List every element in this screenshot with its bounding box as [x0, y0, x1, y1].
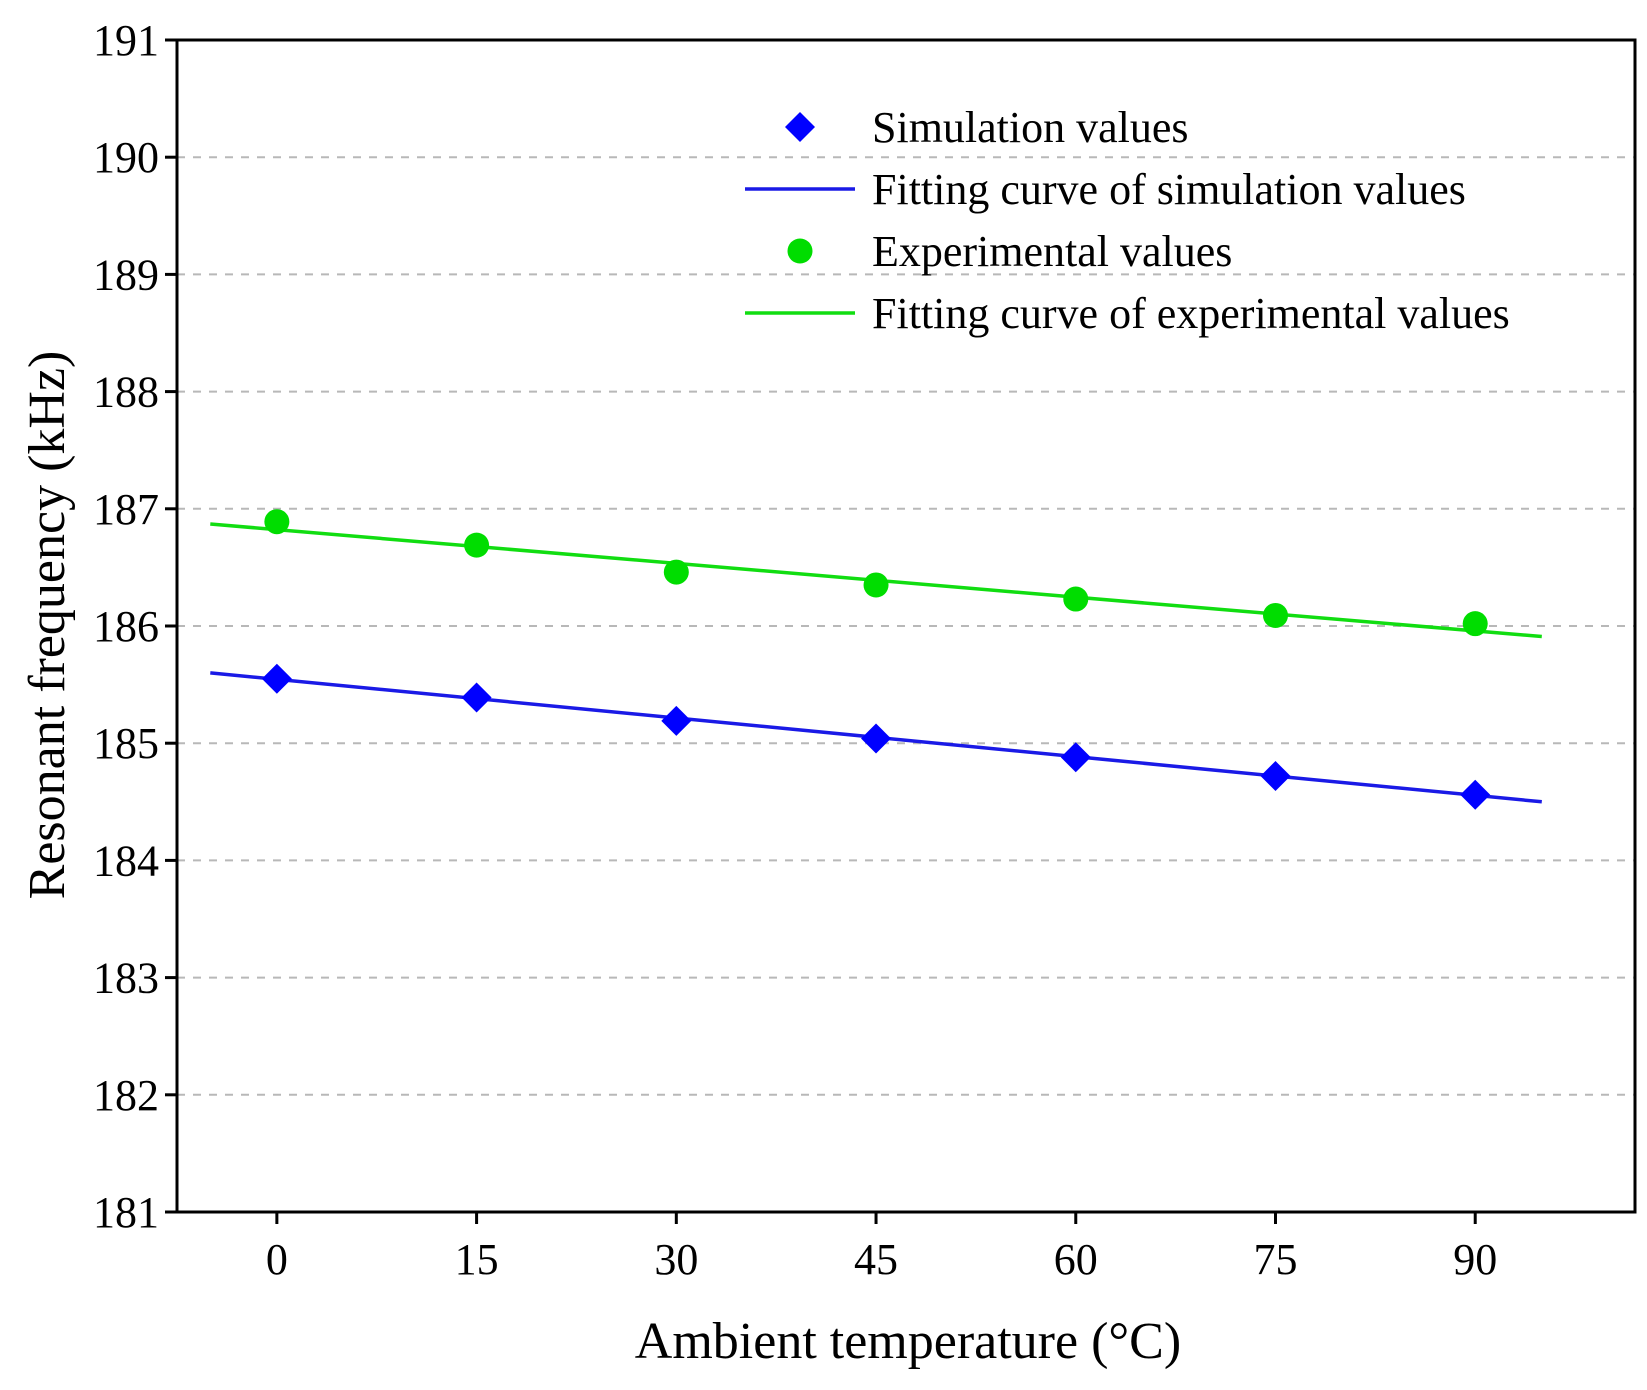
legend: Simulation values Fitting curve of simula…: [745, 103, 1510, 338]
legend-label-fitting-curve-of-experimental-values: Fitting curve of experimental values: [872, 289, 1510, 338]
legend-label-simulation-values: Simulation values: [872, 103, 1189, 152]
y-tick-label: 187: [93, 485, 159, 534]
x-tick-label: 60: [1054, 1235, 1098, 1284]
y-tick-label: 186: [93, 602, 159, 651]
data-point-simulation-values: [261, 663, 292, 694]
data-point-simulation-values: [461, 682, 492, 713]
grid-lines: [177, 156, 1635, 1096]
data-point-experimental-values: [1262, 602, 1288, 628]
data-point-simulation-values: [661, 705, 692, 736]
x-tick-label: 0: [266, 1235, 288, 1284]
data-point-experimental-values: [464, 532, 490, 558]
y-tick-label: 184: [93, 836, 159, 885]
legend-label-fitting-curve-of-simulation-values: Fitting curve of simulation values: [872, 165, 1466, 214]
series-layer: [210, 509, 1542, 810]
data-point-simulation-values: [1060, 742, 1091, 773]
axis-ticks: [165, 38, 1477, 1224]
x-tick-label: 45: [854, 1235, 898, 1284]
data-point-simulation-values: [861, 723, 892, 754]
y-tick-label: 183: [93, 954, 159, 1003]
x-tick-label: 30: [654, 1235, 698, 1284]
data-point-experimental-values: [1462, 611, 1488, 637]
data-point-experimental-values: [863, 572, 889, 598]
x-tick-label: 75: [1253, 1235, 1297, 1284]
legend-swatch-simulation-values: [785, 112, 815, 142]
y-tick-label: 189: [93, 250, 159, 299]
legend-swatch-experimental-values: [787, 238, 813, 264]
y-tick-label: 190: [93, 133, 159, 182]
legend-label-experimental-values: Experimental values: [872, 227, 1232, 276]
x-tick-label: 90: [1453, 1235, 1497, 1284]
x-axis-title: Ambient temperature (°C): [635, 1313, 1181, 1370]
y-tick-label: 182: [93, 1071, 159, 1120]
y-tick-label: 188: [93, 368, 159, 417]
y-tick-label: 185: [93, 719, 159, 768]
tick-labels: 181 182 183 184 185 186 187 188 189 190 191 0 15 30 45…: [93, 16, 1497, 1284]
y-tick-label: 181: [93, 1188, 159, 1237]
data-point-experimental-values: [1063, 586, 1089, 612]
data-point-experimental-values: [264, 509, 290, 535]
y-tick-label: 191: [93, 16, 159, 65]
data-point-experimental-values: [663, 559, 689, 585]
x-tick-label: 15: [455, 1235, 499, 1284]
data-point-simulation-values: [1260, 761, 1291, 792]
y-axis-title: Resonant frequency (kHz): [19, 351, 76, 900]
data-point-simulation-values: [1460, 779, 1491, 810]
